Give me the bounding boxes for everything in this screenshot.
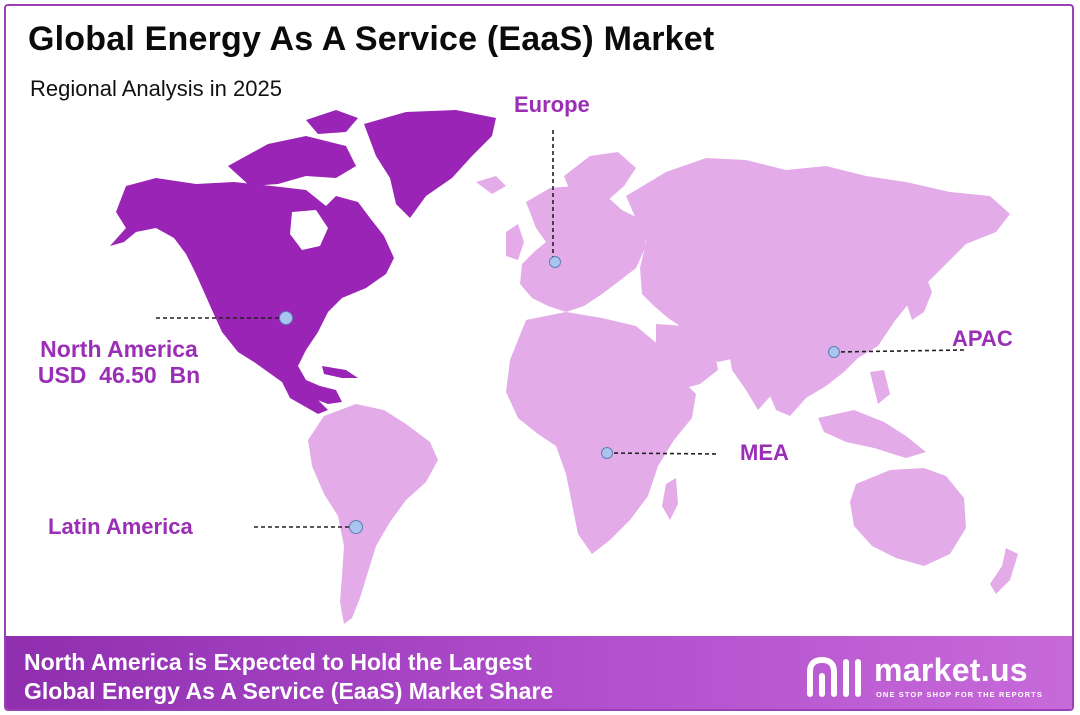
latin-america-marker [349, 520, 363, 534]
india-shape [728, 346, 786, 410]
greenland-shape [364, 110, 496, 218]
logo-name: market.us [874, 652, 1028, 688]
apac-label: APAC [952, 326, 1013, 351]
footer-banner: North America is Expected to Hold the La… [6, 636, 1072, 709]
market-us-logo-mark-icon [807, 656, 861, 697]
japan-shape [906, 266, 932, 320]
apac-leader-line [833, 349, 965, 353]
banner-line-2: Global Energy As A Service (EaaS) Market… [24, 678, 554, 704]
europe-marker [549, 256, 561, 268]
banner-text: North America is Expected to Hold the La… [24, 648, 553, 706]
iceland-shape [476, 176, 506, 194]
market-us-logo: market.us ONE STOP SHOP FOR THE REPORTS [806, 652, 1056, 700]
caribbean-shape [322, 366, 358, 378]
north-america-label: North America USD 46.50 Bn [24, 336, 214, 389]
north-america-value: USD 46.50 Bn [37, 362, 201, 389]
hudson-bay-shape [290, 210, 328, 250]
north-america-name: North America [40, 336, 198, 362]
world-map [110, 110, 1018, 624]
infographic-frame: Global Energy As A Service (EaaS) Market… [4, 4, 1074, 711]
philippines-shape [870, 370, 890, 404]
logo-tagline: ONE STOP SHOP FOR THE REPORTS [876, 690, 1043, 699]
north-america-marker [279, 311, 293, 325]
europe-shape [520, 186, 646, 312]
new-zealand-shape [990, 548, 1018, 594]
south-america-shape [308, 404, 438, 624]
uk-shape [506, 224, 524, 260]
latin-america-label: Latin America [48, 514, 193, 539]
central-america-shape [282, 382, 328, 414]
southeast-asia-shape [818, 410, 926, 458]
asia-shape [626, 158, 1010, 416]
arctic-islands-shape [228, 136, 356, 186]
mea-marker [601, 447, 613, 459]
mea-leader-line [606, 452, 719, 455]
australia-shape [850, 468, 966, 566]
banner-line-1: North America is Expected to Hold the La… [24, 649, 532, 675]
mea-label: MEA [740, 440, 789, 465]
africa-shape [506, 312, 696, 554]
page-subtitle: Regional Analysis in 2025 [30, 76, 282, 101]
arctic-islands-shape-2 [306, 110, 358, 134]
scandinavia-shape [564, 152, 636, 206]
europe-label: Europe [514, 92, 590, 117]
apac-marker [828, 346, 840, 358]
page-title: Global Energy As A Service (EaaS) Market [28, 20, 715, 58]
madagascar-shape [662, 478, 678, 520]
